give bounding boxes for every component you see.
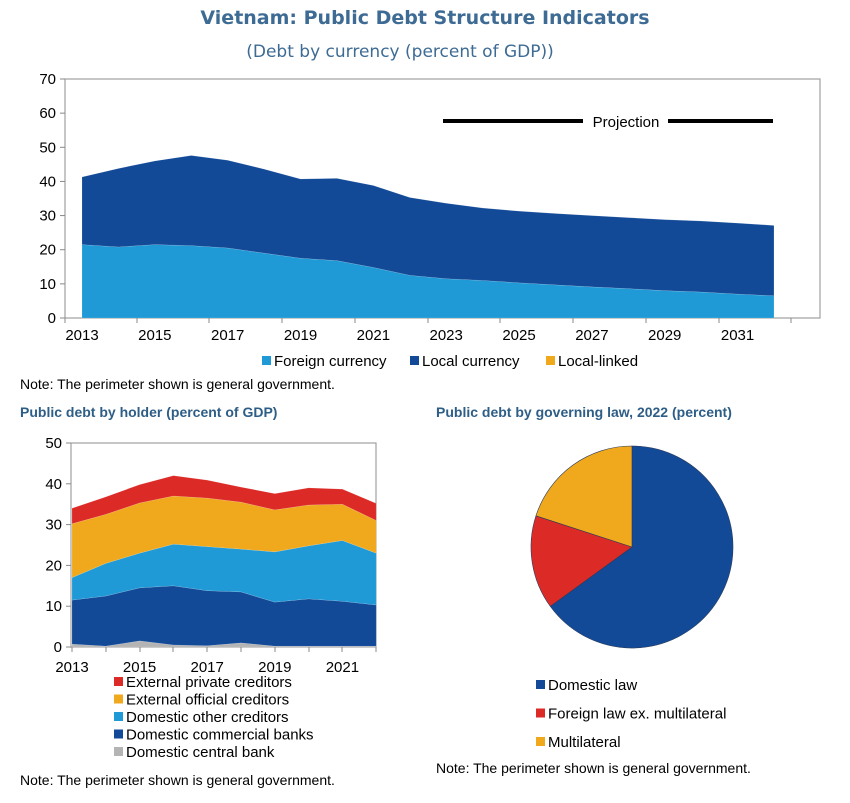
area-local-currency <box>81 155 775 297</box>
holder-note: Note: The perimeter shown is general gov… <box>20 772 335 788</box>
x-tick-label: 2031 <box>721 327 754 344</box>
x-tick-label: 2017 <box>211 327 244 344</box>
legend-swatch <box>114 712 123 721</box>
currency-chart: 0 10 20 30 40 50 60 70 2013 2015 2017 2019 2021 2023 2… <box>39 71 821 344</box>
legend-swatch <box>536 680 545 689</box>
figure-subtitle: (Debt by currency (percent of GDP)) <box>246 42 554 62</box>
x-tick-label: 2013 <box>55 659 88 676</box>
y-tick-label: 20 <box>39 242 56 259</box>
x-tick-label: 2023 <box>430 327 463 344</box>
holder-title: Public debt by holder (percent of GDP) <box>20 404 277 420</box>
legend-swatch <box>546 356 555 365</box>
legend-label: External official creditors <box>126 692 289 709</box>
y-tick-label: 0 <box>54 639 62 656</box>
y-tick-label: 10 <box>39 276 56 293</box>
legend-label: Foreign law ex. multilateral <box>548 706 726 723</box>
legend-swatch <box>114 694 123 704</box>
law-note: Note: The perimeter shown is general gov… <box>436 760 751 776</box>
x-tick-label: 2025 <box>502 327 535 344</box>
legend-swatch <box>262 356 271 365</box>
x-tick-label: 2019 <box>258 659 291 676</box>
legend-swatch <box>114 747 123 756</box>
legend-label: Local currency <box>422 353 520 370</box>
x-tick-label: 2017 <box>191 659 224 676</box>
pie-slice-multilateral <box>535 445 633 548</box>
legend-label: Domestic other creditors <box>126 709 289 726</box>
legend-label: Domestic commercial banks <box>126 727 314 744</box>
y-tick-label: 20 <box>45 557 62 574</box>
x-tick-label: 2013 <box>65 327 98 344</box>
legend-label: Multilateral <box>548 734 621 751</box>
y-tick-label: 30 <box>45 517 62 534</box>
pie-slice-foreign-law-ex-multilateral <box>530 515 633 607</box>
legend-label: Foreign currency <box>274 353 387 370</box>
legend-label: Domestic central bank <box>126 744 275 761</box>
y-tick-label: 10 <box>45 598 62 615</box>
y-tick-label: 40 <box>39 173 56 190</box>
legend-swatch <box>410 356 419 365</box>
x-tick-label: 2015 <box>138 327 171 344</box>
pie-slice-domestic-law <box>549 445 734 649</box>
legend-swatch <box>114 729 123 739</box>
figure-title: Vietnam: Public Debt Structure Indicator… <box>200 7 649 29</box>
legend-label: Local-linked <box>558 353 638 370</box>
y-tick-label: 60 <box>39 105 56 122</box>
law-title: Public debt by governing law, 2022 (perc… <box>436 404 732 420</box>
legend-label: Domestic law <box>548 677 637 694</box>
currency-note: Note: The perimeter shown is general gov… <box>20 376 335 392</box>
x-tick-label: 2021 <box>357 327 390 344</box>
y-tick-label: 40 <box>45 476 62 493</box>
legend-label: External private creditors <box>126 674 292 691</box>
x-tick-label: 2019 <box>284 327 317 344</box>
currency-legend: Foreign currency Local currency Local-link… <box>262 353 638 370</box>
legend-swatch <box>536 737 545 746</box>
y-tick-label: 30 <box>39 208 56 225</box>
legend-swatch <box>114 677 123 686</box>
y-tick-label: 70 <box>39 71 56 88</box>
projection-label: Projection <box>593 114 660 131</box>
x-tick-label: 2021 <box>326 659 359 676</box>
area-external-private-creditors <box>71 475 377 525</box>
y-tick-label: 50 <box>39 139 56 156</box>
x-tick-label: 2029 <box>648 327 681 344</box>
legend-swatch <box>536 708 545 718</box>
y-tick-label: 0 <box>48 310 56 327</box>
holder-chart: 0 10 20 30 40 50 2013 2015 2017 2019 2021 <box>45 435 377 676</box>
law-legend: Domestic law Foreign law ex. multilateral… <box>536 677 726 751</box>
law-pie <box>530 445 734 649</box>
x-tick-label: 2027 <box>575 327 608 344</box>
x-tick-label: 2015 <box>123 659 156 676</box>
y-tick-label: 50 <box>45 435 62 452</box>
